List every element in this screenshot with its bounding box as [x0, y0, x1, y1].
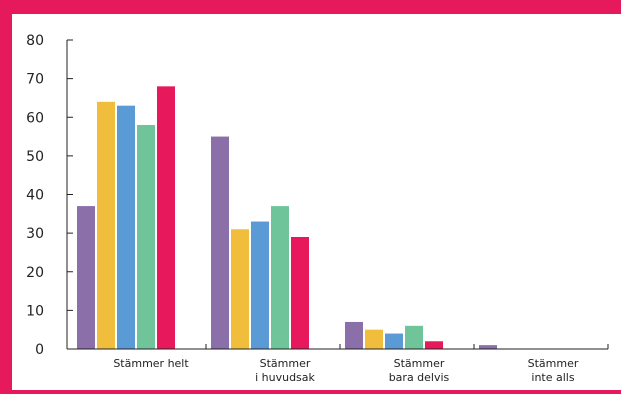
bar: 63	[117, 105, 135, 349]
bar: 2	[425, 341, 443, 349]
bar: 6	[405, 325, 423, 349]
bar: 1	[479, 345, 497, 349]
y-tick-label: 30	[26, 226, 44, 242]
bar: 33	[251, 221, 269, 349]
x-axis: Stämmer helt Stämmer i huvudsak Stämmer bara…	[67, 344, 609, 384]
y-tick-label: 60	[26, 110, 44, 126]
y-tick-label: 10	[26, 303, 44, 319]
bar: 64	[97, 101, 115, 349]
x-category-label: Stämmer bara delvis	[389, 357, 450, 384]
bar: 5	[365, 329, 383, 349]
y-tick-label: 70	[26, 72, 44, 88]
bar: 29	[291, 236, 309, 349]
bar: 7	[345, 321, 363, 349]
bar: 37	[271, 206, 289, 349]
bar: 55	[211, 136, 229, 349]
y-tick-label: 80	[26, 33, 44, 49]
y-axis: 0 10 20 30 40 50 60 70 80	[26, 33, 73, 358]
bar: 37	[77, 206, 95, 349]
x-category-label: Stämmer i huvudsak	[255, 357, 315, 384]
bars-group: 376463586855313337297546210000	[77, 86, 497, 349]
y-tick-label: 20	[26, 265, 44, 281]
x-category-label: Stämmer helt	[113, 357, 189, 370]
y-tick-label: 0	[35, 342, 44, 358]
bar: 68	[157, 86, 175, 349]
x-category-label: Stämmer inte alls	[528, 357, 579, 384]
bar: 31	[231, 229, 249, 349]
bar: 4	[385, 333, 403, 349]
y-tick-label: 50	[26, 149, 44, 165]
y-tick-label: 40	[26, 188, 44, 204]
bar: 58	[137, 124, 155, 349]
